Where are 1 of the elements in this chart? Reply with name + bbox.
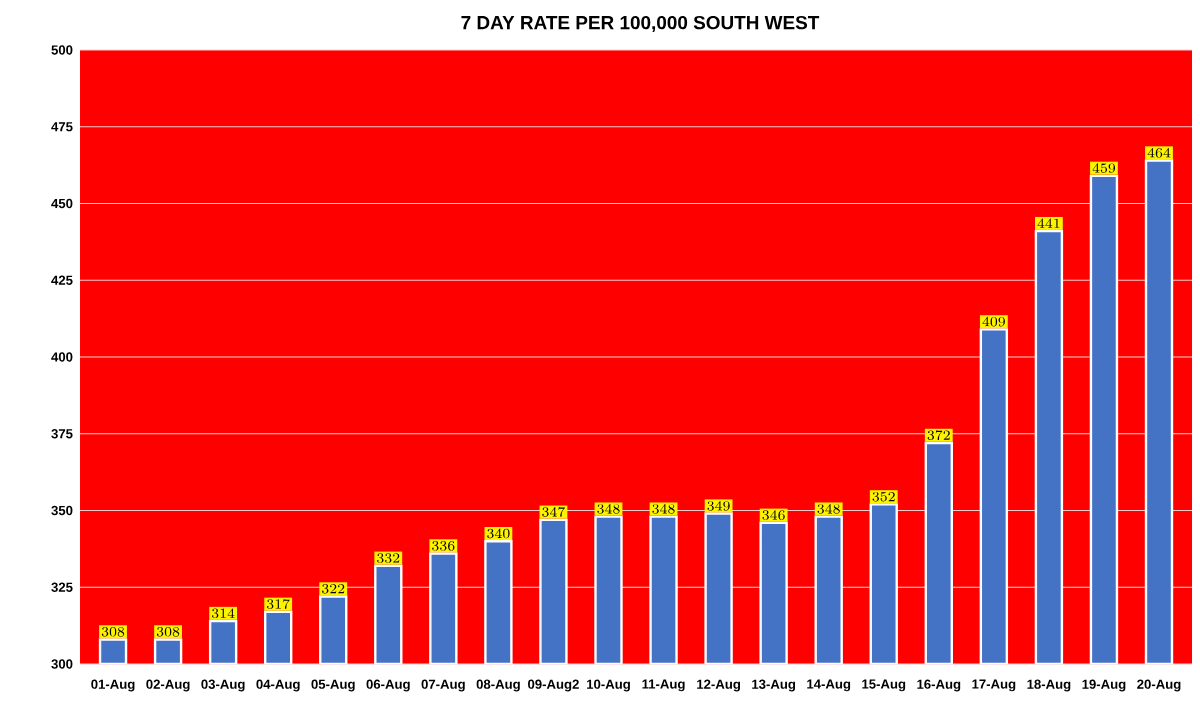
chart-title: 7 DAY RATE PER 100,000 SOUTH WEST: [461, 15, 820, 33]
